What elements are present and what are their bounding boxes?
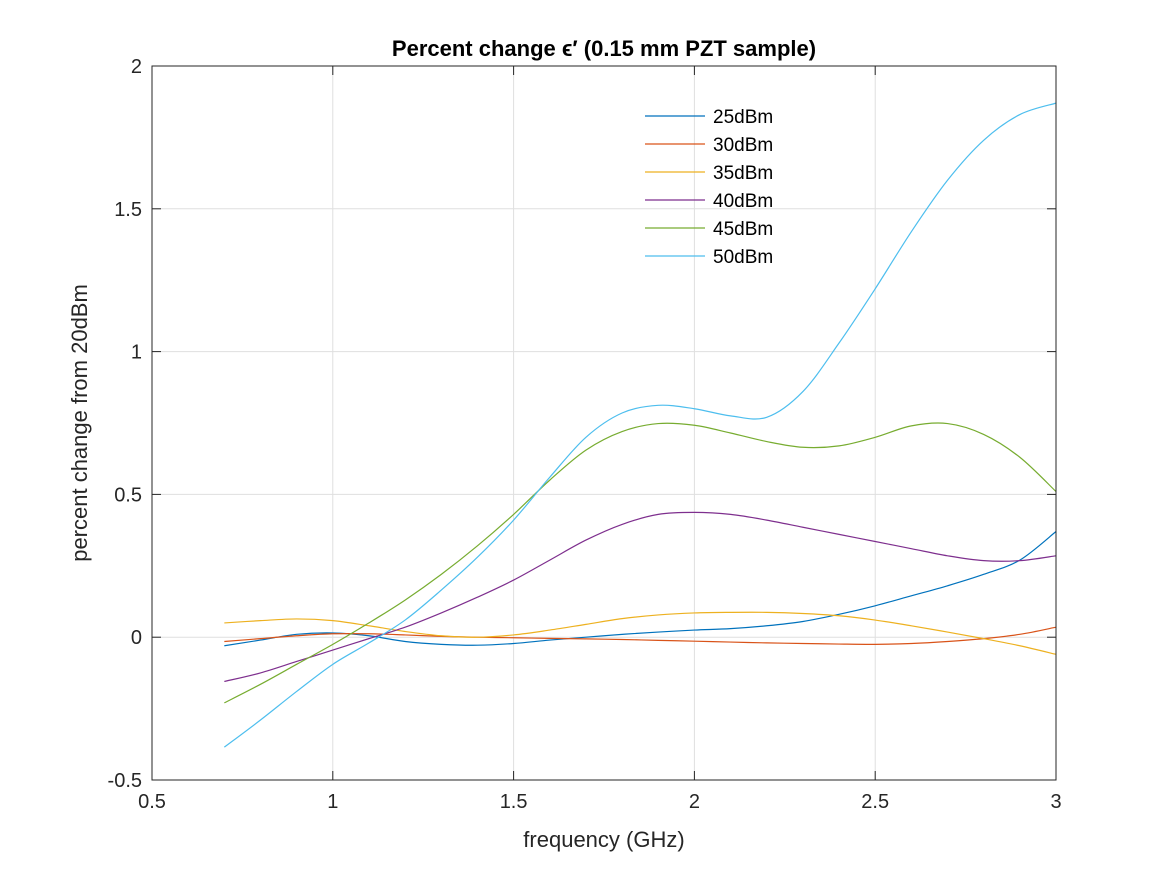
legend-entry: 25dBm bbox=[713, 107, 773, 128]
x-tick-label: 1.5 bbox=[500, 791, 528, 813]
ticks: 0.5 1 1.5 2 2.5 3 -0.5 0 0.5 1 1.5 2 bbox=[108, 56, 1062, 813]
y-axis-label: percent change from 20dBm bbox=[67, 284, 92, 562]
legend-entry: 30dBm bbox=[713, 135, 773, 156]
y-tick-label: 0 bbox=[131, 627, 142, 649]
y-tick-label: 1 bbox=[131, 342, 142, 364]
legend-entry: 45dBm bbox=[713, 219, 773, 240]
x-axis-label: frequency (GHz) bbox=[523, 827, 684, 852]
legend-entry: 40dBm bbox=[713, 191, 773, 212]
series-line-40dBm bbox=[224, 511, 1057, 683]
series-line-50dBm bbox=[223, 102, 1057, 748]
chart-title: Percent change ϵ′ (0.15 mm PZT sample) bbox=[392, 36, 816, 61]
legend: 25dBm 30dBm 35dBm 40dBm 45dBm 50dBm bbox=[645, 107, 773, 268]
plot-frame bbox=[151, 65, 1057, 781]
x-tick-label: 1 bbox=[327, 791, 338, 813]
series-line-30dBm bbox=[224, 626, 1057, 645]
legend-entry: 35dBm bbox=[713, 163, 773, 184]
y-tick-label: 2 bbox=[131, 56, 142, 78]
x-tick-label: 3 bbox=[1050, 791, 1061, 813]
y-tick-label: 0.5 bbox=[114, 484, 142, 506]
y-tick-label: 1.5 bbox=[114, 199, 142, 221]
x-tick-label: 0.5 bbox=[138, 791, 166, 813]
series-group bbox=[223, 102, 1057, 748]
x-tick-label: 2 bbox=[689, 791, 700, 813]
series-line-45dBm bbox=[224, 422, 1057, 704]
legend-entry: 50dBm bbox=[713, 247, 773, 268]
y-tick-label: -0.5 bbox=[108, 770, 142, 792]
x-tick-label: 2.5 bbox=[861, 791, 889, 813]
series-line-25dBm bbox=[224, 531, 1057, 647]
